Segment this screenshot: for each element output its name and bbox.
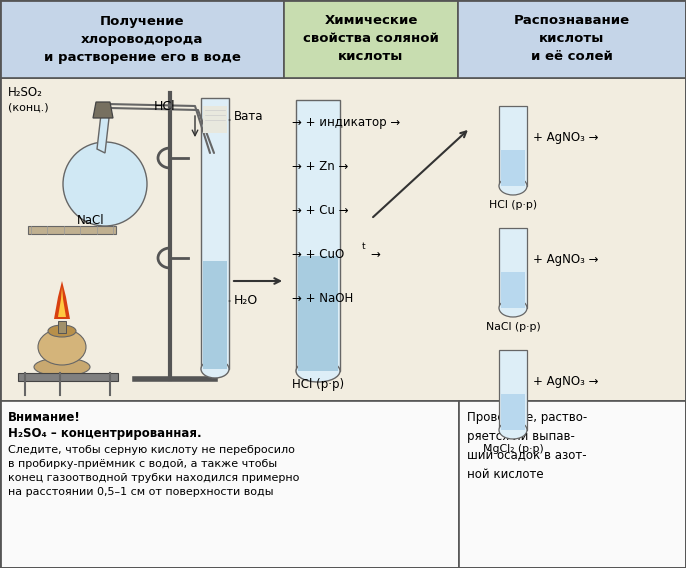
Bar — [284, 0, 458, 78]
Bar — [499, 106, 527, 186]
Text: → + Zn →: → + Zn → — [292, 160, 348, 173]
Text: → + NaOH: → + NaOH — [292, 292, 353, 305]
Ellipse shape — [499, 177, 527, 195]
Polygon shape — [97, 114, 109, 153]
Text: Химические
свойства соляной
кислоты: Химические свойства соляной кислоты — [303, 15, 439, 64]
Text: NaCl (р·р): NaCl (р·р) — [486, 322, 541, 332]
Text: HCl: HCl — [154, 100, 176, 113]
Text: NaCl: NaCl — [77, 214, 105, 227]
Text: Вата: Вата — [234, 110, 263, 123]
Text: → + CuO: → + CuO — [292, 248, 344, 261]
Bar — [58, 321, 66, 333]
Bar — [0, 78, 686, 401]
Text: HCl (р·р): HCl (р·р) — [292, 378, 344, 391]
Ellipse shape — [296, 360, 340, 382]
Text: H₂SO₄ – концентрированная.: H₂SO₄ – концентрированная. — [8, 427, 202, 440]
Ellipse shape — [48, 325, 76, 337]
Bar — [203, 106, 227, 133]
Text: Получение
хлороводорода
и растворение его в воде: Получение хлороводорода и растворение ег… — [44, 15, 240, 64]
Ellipse shape — [201, 360, 229, 378]
Bar — [501, 150, 525, 186]
Bar — [28, 226, 116, 234]
Bar — [0, 0, 284, 78]
Text: + AgNO₃ →: + AgNO₃ → — [533, 375, 598, 389]
Bar — [203, 261, 227, 369]
Polygon shape — [93, 102, 113, 118]
Ellipse shape — [499, 421, 527, 439]
Text: + AgNO₃ →: + AgNO₃ → — [533, 132, 598, 144]
Text: Внимание!: Внимание! — [8, 411, 81, 424]
Bar — [459, 401, 686, 568]
Bar — [501, 272, 525, 308]
Ellipse shape — [63, 142, 147, 226]
Bar — [499, 228, 527, 308]
Text: Распознавание
кислоты
и её солей: Распознавание кислоты и её солей — [514, 15, 630, 64]
Text: (конц.): (конц.) — [8, 102, 49, 112]
Bar — [298, 256, 338, 371]
Polygon shape — [58, 287, 66, 317]
Bar — [296, 100, 340, 371]
Text: H₂O: H₂O — [234, 294, 258, 307]
Bar — [458, 0, 686, 78]
Polygon shape — [54, 281, 70, 319]
Text: + AgNO₃ →: + AgNO₃ → — [533, 253, 598, 266]
Text: Проверьте, раство-
ряется ли выпав-
ший осадок в азот-
ной кислоте: Проверьте, раство- ряется ли выпав- ший … — [467, 411, 587, 481]
Text: Следите, чтобы серную кислоту не перебросило
в пробирку-приёмник с водой, а такж: Следите, чтобы серную кислоту не перебро… — [8, 445, 299, 497]
Bar — [499, 350, 527, 430]
Bar — [0, 401, 459, 568]
Text: HCl (р·р): HCl (р·р) — [489, 200, 537, 210]
Ellipse shape — [499, 299, 527, 317]
Bar — [501, 394, 525, 430]
Text: → + Cu →: → + Cu → — [292, 204, 348, 217]
Text: MgCl₂ (р·р): MgCl₂ (р·р) — [483, 444, 543, 454]
Text: H₂SO₂: H₂SO₂ — [8, 86, 43, 99]
Text: → + индикатор →: → + индикатор → — [292, 116, 400, 129]
Bar — [18, 373, 118, 381]
Text: t: t — [362, 242, 366, 251]
Ellipse shape — [38, 329, 86, 365]
Bar — [201, 98, 229, 369]
Text: →: → — [370, 248, 380, 261]
Ellipse shape — [34, 358, 90, 376]
